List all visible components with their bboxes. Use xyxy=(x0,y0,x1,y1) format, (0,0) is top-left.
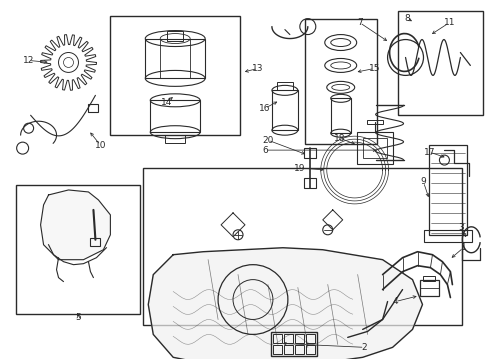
Text: 19: 19 xyxy=(293,163,305,172)
Text: 9: 9 xyxy=(420,177,426,186)
Text: 1: 1 xyxy=(460,243,465,252)
Bar xyxy=(272,334,281,343)
Text: 16: 16 xyxy=(259,104,270,113)
Bar xyxy=(88,104,98,112)
Text: 12: 12 xyxy=(23,56,34,65)
Bar xyxy=(303,178,315,188)
Bar xyxy=(271,90,297,130)
Bar xyxy=(276,82,292,90)
Text: 20: 20 xyxy=(262,136,273,145)
Bar xyxy=(145,39,204,78)
Text: 5: 5 xyxy=(76,313,81,322)
Text: 14: 14 xyxy=(160,98,172,107)
Polygon shape xyxy=(41,190,110,260)
Text: 3: 3 xyxy=(458,223,463,232)
Bar xyxy=(305,345,314,354)
Bar xyxy=(143,168,462,325)
Text: 6: 6 xyxy=(262,145,267,154)
Bar xyxy=(165,135,185,143)
Bar xyxy=(305,334,314,343)
Bar xyxy=(424,230,471,242)
Bar xyxy=(303,148,315,158)
Bar xyxy=(294,334,303,343)
Bar xyxy=(284,345,292,354)
Bar xyxy=(428,145,467,235)
Text: 4: 4 xyxy=(392,297,398,306)
Bar xyxy=(330,98,350,133)
Text: 13: 13 xyxy=(252,64,263,73)
Bar xyxy=(294,345,303,354)
Bar xyxy=(167,31,183,41)
Bar xyxy=(362,138,386,158)
Bar xyxy=(419,280,439,296)
Text: 11: 11 xyxy=(443,18,454,27)
Bar xyxy=(150,100,200,132)
Bar xyxy=(272,345,281,354)
Bar xyxy=(270,332,316,356)
Polygon shape xyxy=(148,248,422,360)
Bar xyxy=(356,132,392,164)
Text: 15: 15 xyxy=(368,64,380,73)
Bar xyxy=(366,120,382,124)
Bar xyxy=(16,185,140,315)
Text: 18: 18 xyxy=(333,134,345,143)
Bar xyxy=(284,334,292,343)
Text: 17: 17 xyxy=(423,148,434,157)
Text: 2: 2 xyxy=(361,343,366,352)
Bar xyxy=(304,19,376,144)
Bar xyxy=(90,238,100,246)
Bar xyxy=(110,15,240,135)
Bar xyxy=(397,11,482,115)
Text: 10: 10 xyxy=(95,141,106,150)
Text: 7: 7 xyxy=(356,18,362,27)
Text: 8: 8 xyxy=(404,14,409,23)
Bar xyxy=(423,276,435,280)
